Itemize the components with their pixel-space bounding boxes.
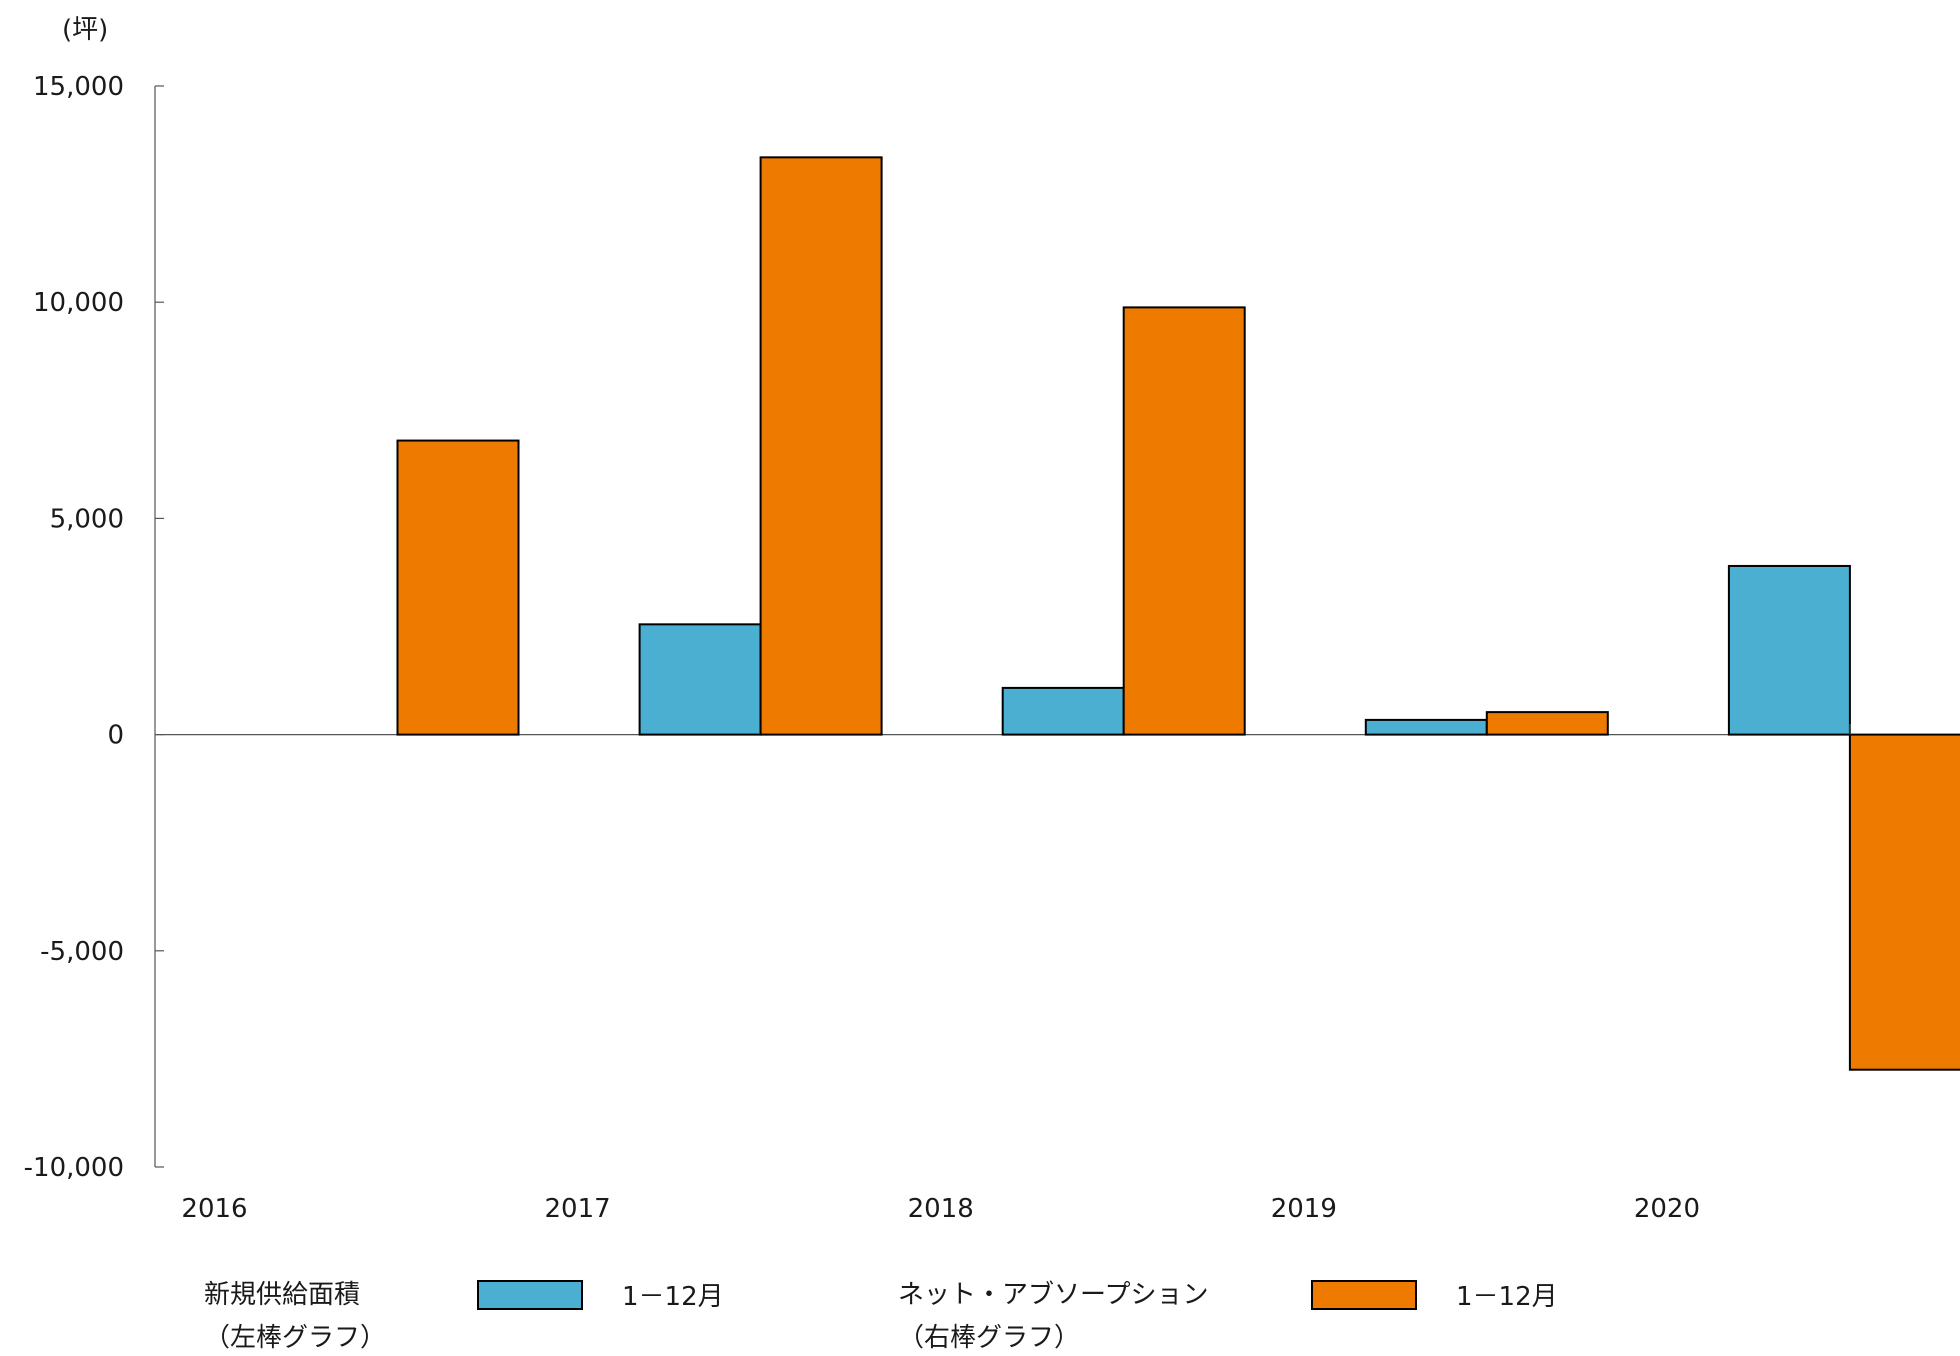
y-tick-label: 5,000: [50, 504, 124, 534]
legend: 新規供給面積 （左棒グラフ） 1－12月 ネット・アブソープション （右棒グラフ…: [204, 1280, 1558, 1352]
legend-series-1-name: 新規供給面積: [204, 1280, 360, 1310]
bar-supply-2017: [640, 624, 761, 734]
bar-supply-2019: [1366, 720, 1487, 735]
y-tick-label: -5,000: [40, 937, 124, 967]
bar-absorption-2016: [398, 441, 519, 735]
x-tick-label: 2016: [181, 1194, 247, 1224]
legend-series-2-name: ネット・アブソープション: [898, 1280, 1208, 1310]
y-tick-label: 15,000: [33, 72, 124, 102]
legend-series-1-swatch: [478, 1281, 582, 1309]
bar-absorption-2017: [761, 157, 882, 734]
legend-series-1-note: （左棒グラフ）: [204, 1323, 386, 1352]
x-axis-labels: 2016 2017 2018 2019 2020: [181, 1194, 1700, 1224]
bar-absorption-2020: [1850, 735, 1960, 1070]
x-tick-label: 2020: [1634, 1194, 1700, 1224]
bar-group: [398, 157, 1960, 1069]
bar-absorption-2018: [1124, 307, 1245, 734]
y-tick-label: -10,000: [24, 1153, 124, 1183]
legend-series-1-label: 1－12月: [622, 1282, 724, 1312]
legend-series-2-note: （右棒グラフ）: [898, 1323, 1080, 1352]
y-axis: 15,000 10,000 5,000 0 -5,000 -10,000: [24, 72, 1960, 1183]
y-axis-unit-label: (坪): [62, 15, 108, 45]
x-tick-label: 2018: [908, 1194, 974, 1224]
y-tick-label: 0: [107, 721, 124, 751]
x-tick-label: 2017: [545, 1194, 611, 1224]
bar-supply-2020: [1729, 566, 1850, 735]
legend-series-2-swatch: [1312, 1281, 1416, 1309]
legend-series-2-label: 1－12月: [1456, 1282, 1558, 1312]
bar-supply-2018: [1003, 688, 1124, 735]
x-tick-label: 2019: [1271, 1194, 1337, 1224]
y-tick-label: 10,000: [33, 288, 124, 318]
bar-absorption-2019: [1487, 712, 1608, 734]
